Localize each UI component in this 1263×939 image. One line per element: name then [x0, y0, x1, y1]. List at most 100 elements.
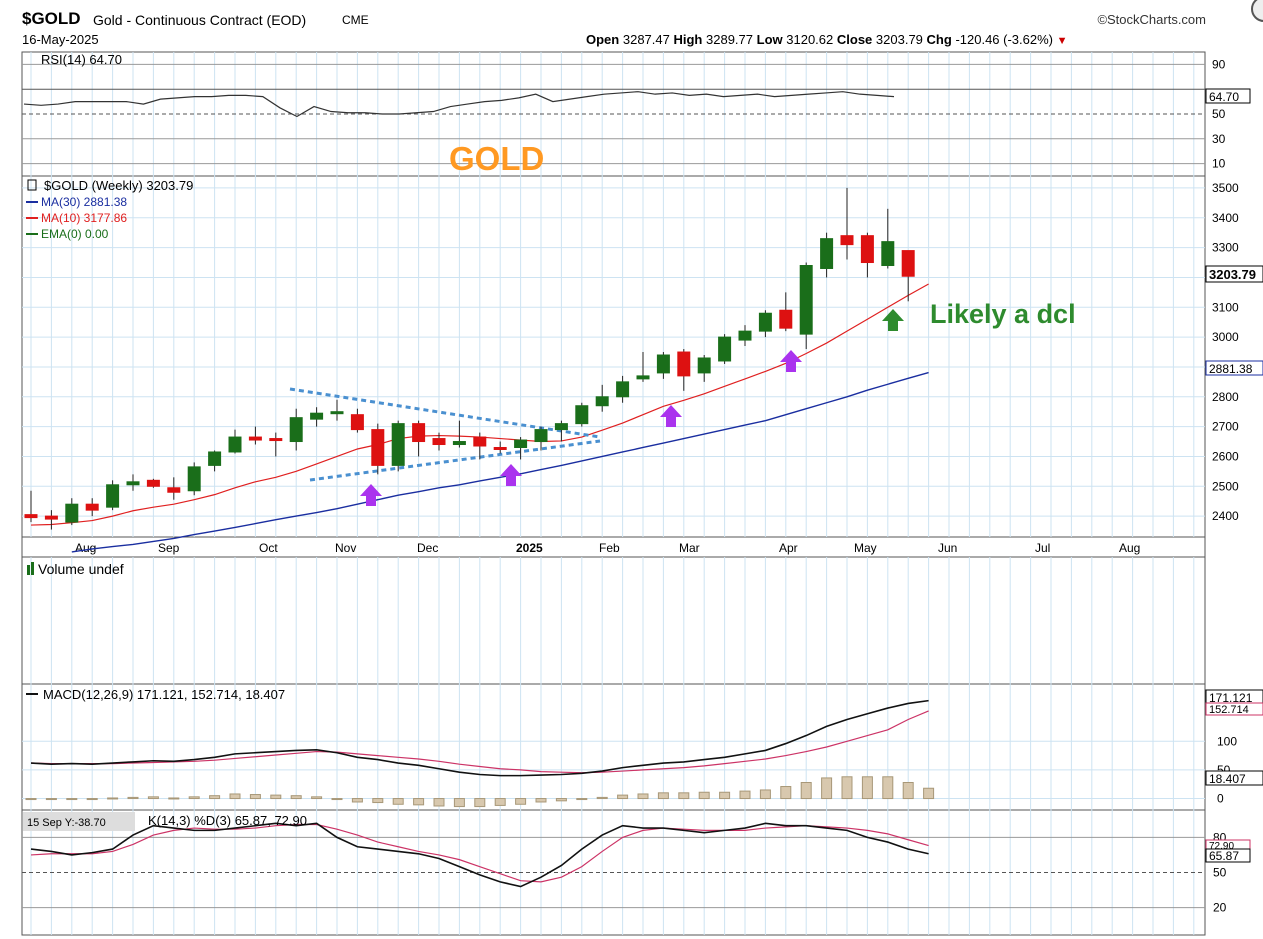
candle — [473, 436, 487, 447]
purple-arrow-icon — [360, 484, 382, 506]
month-label: Aug — [75, 541, 96, 555]
upper-trendline — [289, 387, 601, 439]
chart-date: 16-May-2025 — [22, 32, 99, 47]
volume-bars-icon — [31, 562, 34, 575]
macd-histogram-bar — [249, 794, 261, 800]
macd-histogram-bar — [66, 798, 78, 801]
macd-histogram-bar — [698, 791, 710, 800]
svg-text:152.714: 152.714 — [1209, 704, 1249, 716]
macd-histogram-bar — [372, 798, 384, 804]
price-tick-label: 3100 — [1212, 300, 1239, 314]
svg-text:65.87: 65.87 — [1209, 849, 1239, 863]
candle — [310, 412, 324, 420]
candle — [799, 265, 813, 335]
price-tick-label: 2400 — [1212, 509, 1239, 523]
candle — [514, 439, 528, 448]
candle — [371, 429, 385, 466]
macd-line — [30, 699, 929, 777]
candle — [146, 479, 160, 487]
price-tick-label: 2800 — [1212, 390, 1239, 404]
panel-frame — [21, 556, 1206, 685]
month-label: Oct — [259, 541, 278, 555]
macd-histogram-bar — [576, 798, 588, 801]
macd-histogram-bar — [331, 798, 343, 801]
rsi-title: RSI(14) 64.70 — [41, 52, 122, 67]
macd-histogram-bar — [229, 793, 241, 800]
candle — [758, 312, 772, 332]
candle — [208, 451, 222, 466]
ohlc-readout: Open 3287.47 High 3289.77 Low 3120.62 Cl… — [586, 32, 1068, 47]
green-arrow-icon — [882, 309, 904, 331]
macd-histogram-bar — [515, 798, 527, 805]
open-value: 3287.47 — [622, 32, 670, 47]
macd-histogram-bar — [494, 798, 506, 806]
candle — [248, 436, 262, 441]
candle — [106, 484, 120, 508]
candle — [452, 441, 466, 446]
candle — [412, 423, 426, 443]
candle — [656, 354, 670, 374]
candle — [860, 235, 874, 264]
legend-ema0: EMA(0) 0.00 — [41, 227, 109, 241]
macd-tick-label: 0 — [1217, 792, 1224, 806]
macd-histogram-bar — [821, 777, 833, 800]
candle — [738, 330, 752, 341]
close-last-tag: 3203.79 — [1205, 265, 1263, 283]
exchange: CME — [342, 13, 369, 27]
macd-histogram-bar — [596, 796, 608, 800]
close-label: Close — [836, 32, 873, 47]
macd-histogram-bar — [780, 786, 792, 800]
month-label: 2025 — [516, 541, 543, 555]
macd-histogram-bar — [555, 798, 567, 802]
candle — [901, 250, 915, 277]
month-label: Aug — [1119, 541, 1140, 555]
macd-histogram-bar — [209, 795, 221, 800]
macd-histogram-bar — [45, 798, 57, 801]
legend-ma30: MA(30) 2881.38 — [41, 195, 127, 209]
macd-histogram-bar — [290, 795, 302, 800]
price-tick-label: 3000 — [1212, 330, 1239, 344]
macd-histogram-bar — [678, 792, 690, 800]
close-value: 3203.79 — [875, 32, 923, 47]
macd-histogram-bar — [902, 782, 914, 800]
macd-histogram-bar — [637, 793, 649, 800]
macd-histogram-bar — [800, 782, 812, 800]
legend-ma10: MA(10) 3177.86 — [41, 211, 127, 225]
price-panel: 3500340033003200310030002900280027002600… — [22, 179, 1239, 553]
price-tick-label: 3300 — [1212, 241, 1239, 255]
volume-title: Volume undef — [38, 561, 124, 577]
macd-histogram-bar — [739, 790, 751, 800]
macd-histogram-bar — [311, 796, 323, 800]
macd-histogram-bar — [759, 789, 771, 800]
purple-arrow-icon — [660, 405, 682, 427]
month-label: Apr — [779, 541, 798, 555]
month-label: Sep — [158, 541, 180, 555]
chg-value: -120.46 (-3.62%) — [955, 32, 1053, 47]
rsi-tick-label: 30 — [1212, 132, 1226, 146]
volume-panel — [27, 562, 34, 575]
month-label: Nov — [335, 541, 356, 555]
candle — [85, 503, 99, 511]
macd-histogram-bar — [188, 796, 200, 800]
candle — [820, 238, 834, 269]
low-label: Low — [756, 32, 783, 47]
stoch-k-tag: 65.87 — [1205, 848, 1251, 863]
macd-histogram-bar — [413, 798, 425, 806]
price-title: $GOLD (Weekly) 3203.79 — [44, 178, 193, 193]
candle — [840, 235, 854, 246]
svg-text:18.407: 18.407 — [1209, 772, 1246, 786]
panel-frame — [21, 683, 1206, 811]
ma30-line — [71, 371, 929, 553]
stoch-tick-label: 50 — [1213, 866, 1227, 880]
rsi-tick-label: 90 — [1212, 57, 1226, 71]
price-tick-label: 2600 — [1212, 449, 1239, 463]
ma30-last-tag: 2881.38 — [1205, 360, 1263, 376]
candle — [330, 411, 344, 415]
open-label: Open — [586, 32, 620, 47]
price-tick-label: 2700 — [1212, 420, 1239, 434]
candle — [616, 381, 630, 398]
purple-arrow-icon — [500, 464, 522, 486]
macd-histogram-bar — [168, 797, 180, 800]
macd-histogram-bar — [453, 798, 465, 808]
macd-tick-label: 100 — [1217, 734, 1237, 748]
